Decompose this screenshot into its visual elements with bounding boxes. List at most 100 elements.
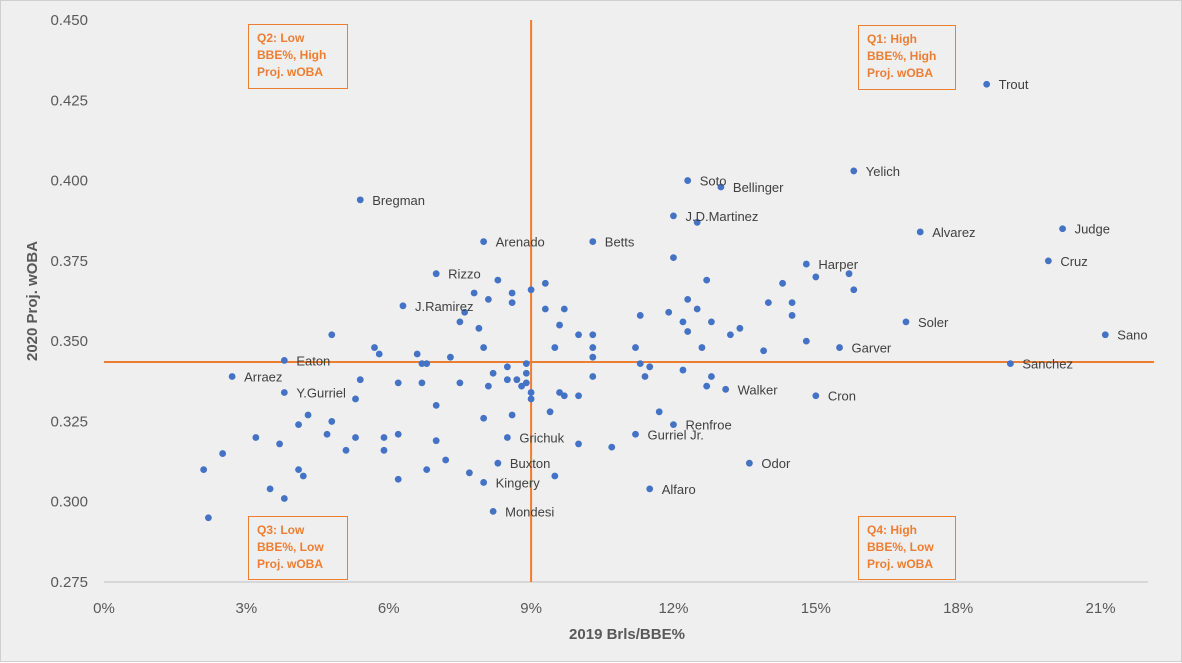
data-point: [522, 379, 530, 387]
data-point: [200, 466, 208, 473]
data-point: [432, 270, 440, 278]
data-point: [328, 418, 336, 425]
point-label: Buxton: [510, 456, 550, 471]
data-point: [541, 305, 549, 313]
data-point: [418, 360, 426, 368]
point-label: Rizzo: [448, 267, 481, 282]
y-axis-title: 2020 Proj. wOBA: [24, 241, 41, 361]
data-point: [684, 328, 692, 335]
data-point: [665, 308, 673, 316]
data-point: [413, 350, 421, 358]
x-tick-label: 3%: [236, 600, 258, 617]
data-point: [641, 373, 649, 380]
reference-lines: [104, 20, 1154, 582]
data-point: [589, 331, 597, 339]
data-point: [508, 411, 516, 419]
data-point: [466, 469, 473, 477]
x-tick-label: 0%: [93, 600, 115, 617]
point-label: Gurriel Jr.: [647, 427, 703, 442]
data-point: [295, 466, 302, 473]
data-point: [228, 373, 236, 380]
quadrant-q1-box: Q1: High BBE%, High Proj. wOBA: [858, 25, 956, 90]
data-point: [480, 414, 488, 422]
data-point: [670, 254, 677, 262]
y-tick-label: 0.375: [50, 253, 88, 270]
data-point: [812, 273, 820, 281]
data-point: [679, 366, 687, 374]
y-tick-label: 0.400: [50, 173, 88, 190]
data-point: [442, 456, 450, 464]
data-point: [394, 430, 402, 438]
data-point: [447, 353, 454, 361]
data-point: [764, 299, 772, 307]
data-point: [632, 344, 639, 351]
data-point: [1044, 257, 1052, 265]
point-label: Alfaro: [662, 482, 696, 497]
data-point: [850, 167, 858, 175]
x-tick-label: 18%: [943, 600, 973, 617]
data-point: [779, 279, 786, 287]
y-tick-label: 0.300: [50, 494, 88, 511]
data-point: [470, 289, 478, 297]
point-label: Kingery: [496, 475, 541, 490]
data-point: [736, 324, 744, 332]
data-point: [836, 344, 843, 351]
data-point: [475, 324, 483, 332]
data-point: [489, 507, 497, 515]
data-point: [575, 331, 582, 339]
data-point: [902, 318, 910, 326]
data-point: [503, 434, 511, 441]
data-point: [556, 321, 563, 329]
data-point: [655, 408, 663, 416]
data-point: [399, 302, 407, 310]
data-point: [850, 286, 858, 294]
data-point: [461, 308, 469, 316]
data-point: [323, 430, 331, 438]
data-point: [508, 299, 516, 307]
x-axis-title: 2019 Brls/BBE%: [569, 626, 685, 643]
data-point: [489, 369, 497, 377]
point-label: Trout: [999, 77, 1029, 92]
data-point: [356, 376, 364, 384]
x-tick-label: 15%: [801, 600, 831, 617]
data-point: [484, 382, 492, 390]
data-point: [636, 360, 644, 368]
data-point: [342, 446, 350, 454]
data-point: [527, 286, 535, 294]
data-point: [575, 440, 582, 448]
point-label: Bregman: [372, 193, 425, 208]
point-label: Walker: [738, 382, 779, 397]
data-point: [788, 299, 796, 307]
data-point: [589, 353, 597, 361]
data-point: [679, 318, 687, 326]
y-tick-label: 0.450: [50, 12, 88, 29]
data-point: [760, 347, 768, 355]
data-point: [356, 196, 364, 204]
data-point: [280, 357, 288, 364]
data-point: [423, 466, 431, 473]
x-tick-label: 9%: [520, 600, 542, 617]
point-label: Y.Gurriel: [296, 386, 346, 401]
data-point: [703, 382, 711, 390]
data-point: [684, 177, 692, 184]
point-label: Yelich: [866, 164, 900, 179]
data-point: [551, 472, 559, 480]
quadrant-q2-box: Q2: Low BBE%, High Proj. wOBA: [248, 24, 348, 89]
data-point: [252, 434, 260, 441]
data-point: [527, 389, 535, 396]
data-point: [394, 379, 402, 387]
data-point: [646, 485, 654, 493]
data-point: [527, 395, 535, 403]
point-label: Cron: [828, 389, 856, 404]
data-point: [375, 350, 383, 358]
data-point: [522, 369, 530, 377]
point-label: Garver: [852, 341, 892, 356]
point-label: Alvarez: [932, 225, 975, 240]
data-point: [845, 270, 853, 278]
data-point: [280, 495, 288, 502]
data-point: [589, 373, 597, 380]
data-point: [219, 450, 227, 457]
point-label: Eaton: [296, 353, 330, 368]
data-point: [503, 363, 511, 371]
